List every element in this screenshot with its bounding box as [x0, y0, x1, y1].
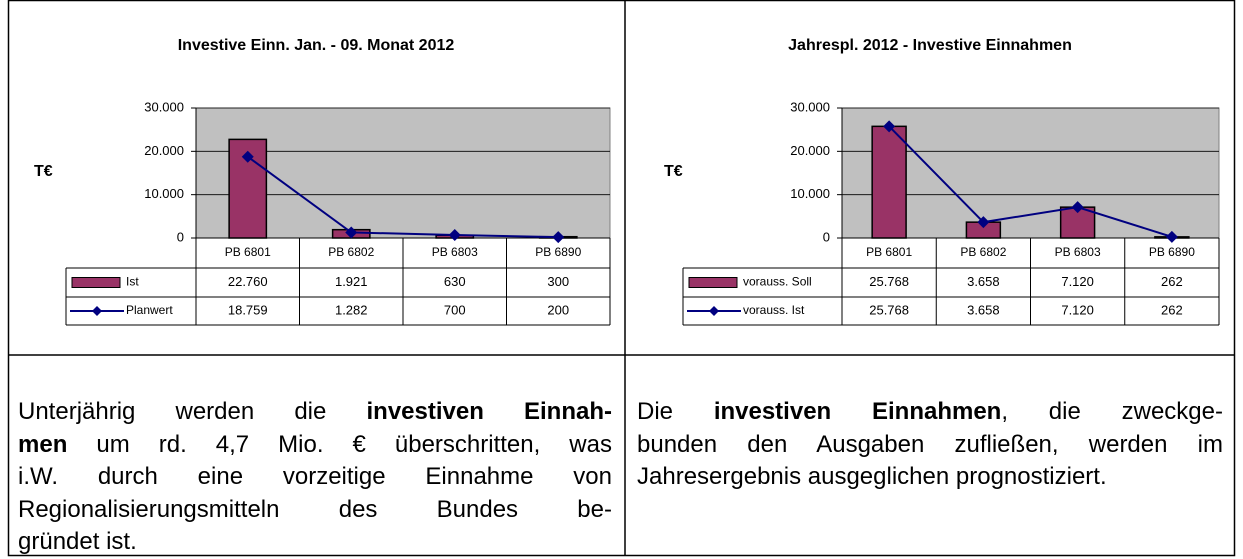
bar	[228, 138, 268, 239]
y-tick-label: 0	[823, 229, 830, 244]
text: i.W. durch eine vorzeitige Einnahme von	[18, 463, 612, 490]
bold-text: investiven Einnah-	[366, 398, 612, 425]
table-value: 300	[547, 274, 569, 289]
x-tick-label: PB 6803	[1055, 245, 1101, 259]
y-tick-label: 30.000	[790, 99, 830, 114]
table-value: 7.120	[1061, 302, 1094, 317]
chart-title: Investive Einn. Jan. - 09. Monat 2012	[178, 37, 455, 54]
table-value: 1.921	[335, 274, 368, 289]
table-value: 1.282	[335, 302, 368, 317]
text: Unterjährig werden die	[18, 398, 367, 425]
table-value: 25.768	[869, 302, 909, 317]
line	[888, 125, 1173, 238]
text: um rd. 4,7 Mio. € überschritten, was	[67, 430, 612, 458]
table-value: 25.768	[869, 274, 909, 289]
table-value: 262	[1161, 274, 1183, 289]
paragraph: Die investiven Einnahmen, die zweckge-bu…	[637, 396, 1223, 494]
legend-swatch	[71, 277, 121, 288]
table-value: 18.759	[228, 302, 268, 317]
y-axis-label: T€	[34, 163, 53, 180]
marker	[977, 216, 990, 229]
text: bunden den Ausgaben zufließen, werden im	[637, 430, 1223, 458]
y-axis-label: T€	[664, 163, 683, 180]
text-line: i.W. durch eine vorzeitige Einnahme von	[18, 461, 612, 494]
text-line: Jahresergebnis ausgeglichen prognostizie…	[637, 461, 1223, 494]
text-line: Regionalisierungsmitteln des Bundes be-	[18, 494, 612, 527]
text-line: men um rd. 4,7 Mio. € überschritten, was	[18, 429, 612, 462]
marker	[345, 226, 358, 239]
text: , die zweckge-	[1001, 398, 1223, 425]
bar	[871, 125, 907, 239]
marker	[1165, 230, 1178, 243]
marker	[883, 120, 896, 133]
y-tick-label: 0	[177, 229, 184, 244]
table-value: 700	[444, 302, 466, 317]
frame	[7, 0, 1236, 557]
x-tick-label: PB 6801	[225, 245, 271, 259]
legend-label: vorauss. Soll	[743, 275, 812, 289]
x-tick-label: PB 6890	[1149, 245, 1195, 259]
marker	[1071, 201, 1084, 214]
table-value: 200	[547, 302, 569, 317]
bold-text: investiven Einnahmen	[713, 398, 1002, 425]
text-line: bunden den Ausgaben zufließen, werden im	[637, 429, 1223, 462]
bold-text: men	[18, 430, 68, 458]
text: Jahresergebnis ausgeglichen prognostizie…	[637, 463, 1107, 490]
table-value: 630	[444, 274, 466, 289]
legend-label: Ist	[126, 275, 139, 289]
marker	[552, 231, 565, 244]
chart-title: Jahrespl. 2012 - Investive Einnahmen	[788, 37, 1072, 54]
paragraph: Unterjährig werden die investiven Einnah…	[18, 396, 612, 559]
text: gründet ist.	[18, 528, 137, 555]
table-value: 3.658	[967, 302, 1000, 317]
y-tick-label: 10.000	[790, 186, 830, 201]
x-tick-label: PB 6801	[866, 245, 912, 259]
table-value: 22.760	[228, 274, 268, 289]
marker	[241, 150, 254, 163]
text: Regionalisierungsmitteln des Bundes be-	[18, 495, 612, 523]
text-line: gründet ist.	[18, 526, 612, 559]
legend-marker	[92, 306, 102, 316]
marker	[448, 228, 461, 241]
table-value: 3.658	[967, 274, 1000, 289]
y-tick-label: 20.000	[790, 143, 830, 158]
x-tick-label: PB 6802	[960, 245, 1006, 259]
line	[247, 155, 559, 239]
legend-marker	[709, 306, 719, 316]
text-line: Unterjährig werden die investiven Einnah…	[18, 396, 612, 429]
x-tick-label: PB 6803	[432, 245, 478, 259]
table-value: 262	[1161, 302, 1183, 317]
x-tick-label: PB 6890	[535, 245, 581, 259]
y-tick-label: 30.000	[144, 99, 184, 114]
text: Die	[637, 398, 714, 425]
legend-label: Planwert	[126, 303, 173, 317]
y-tick-label: 10.000	[144, 186, 184, 201]
y-tick-label: 20.000	[144, 143, 184, 158]
x-tick-label: PB 6802	[328, 245, 374, 259]
table-value: 7.120	[1061, 274, 1094, 289]
legend-label: vorauss. Ist	[743, 303, 805, 317]
legend-swatch	[688, 277, 738, 288]
text-line: Die investiven Einnahmen, die zweckge-	[637, 396, 1223, 429]
